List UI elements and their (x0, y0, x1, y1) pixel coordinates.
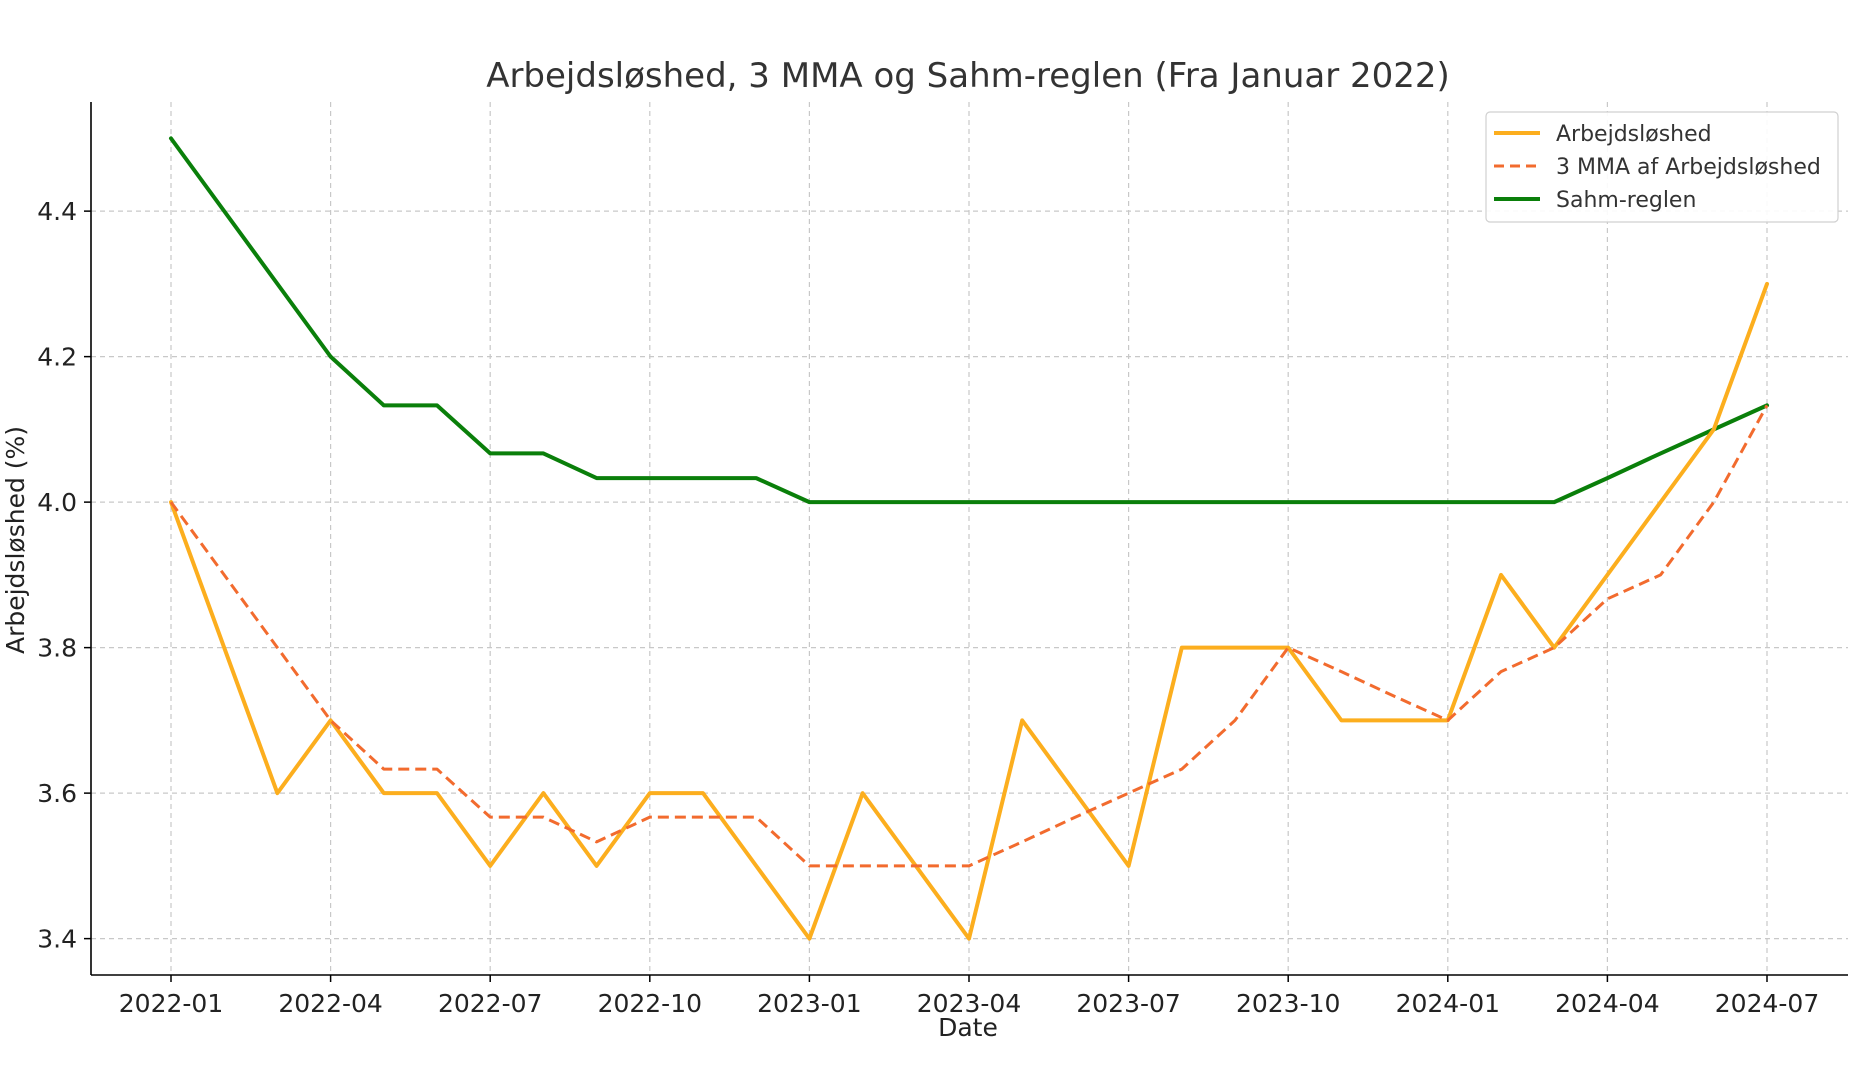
x-tick-label: 2023-01 (757, 989, 861, 1018)
series-layer (169, 136, 1769, 941)
y-tick-label: 4.2 (37, 343, 77, 372)
x-tick-label: 2024-04 (1555, 989, 1659, 1018)
y-tick-label: 4.4 (37, 197, 77, 226)
x-tick-label: 2022-07 (438, 989, 542, 1018)
x-tick-label: 2022-10 (598, 989, 702, 1018)
x-tick-label: 2023-10 (1236, 989, 1340, 1018)
series-line-arbejdsløshed (169, 281, 1769, 941)
series-line-3-mma-af-arbejdsløshed (169, 404, 1769, 868)
x-tick-label: 2024-07 (1715, 989, 1819, 1018)
legend-label: Arbejdsløshed (1556, 122, 1712, 147)
legend-box (1485, 111, 1839, 223)
series-line-sahm-reglen (169, 136, 1769, 505)
legend-label: 3 MMA af Arbejdsløshed (1556, 155, 1821, 180)
y-tick-label: 3.4 (37, 925, 77, 954)
legend-label: Sahm-reglen (1556, 188, 1696, 213)
x-axis-label: Date (938, 1013, 998, 1042)
y-tick-label: 3.8 (37, 634, 77, 663)
x-tick-label: 2022-04 (278, 989, 382, 1018)
y-tick-label: 4.0 (37, 488, 77, 517)
ticks: 3.4 3.6 3.8 4.0 4.2 4.4 2022-01 2022-04 2022-07 2… (37, 197, 1819, 1018)
x-tick-label: 2023-04 (917, 989, 1021, 1018)
chart-title: Arbejdsløshed, 3 MMA og Sahm-reglen (Fra… (486, 56, 1450, 96)
y-tick-label: 3.6 (37, 779, 77, 808)
y-axis-label: Arbejdsløshed (%) (1, 426, 30, 654)
legend: Arbejdsløshed 3 MMA af Arbejdsløshed Sahm-… (1485, 111, 1839, 223)
x-tick-label: 2022-01 (119, 989, 223, 1018)
x-tick-label: 2024-01 (1396, 989, 1500, 1018)
x-tick-label: 2023-07 (1076, 989, 1180, 1018)
grid (91, 102, 1848, 975)
